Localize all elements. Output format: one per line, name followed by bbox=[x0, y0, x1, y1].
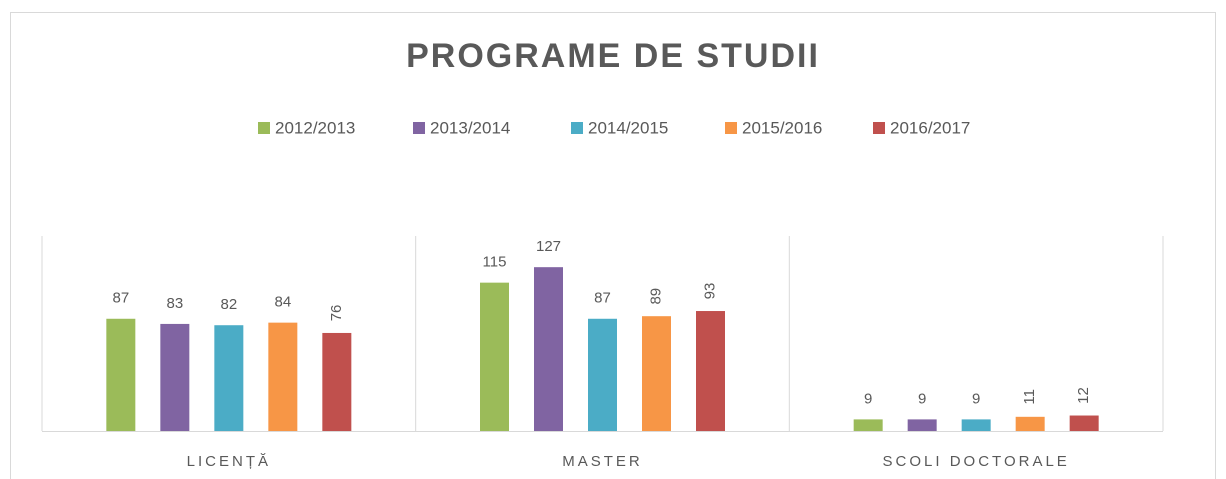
data-label: 87 bbox=[594, 290, 611, 307]
bar bbox=[480, 282, 509, 431]
data-label: 9 bbox=[972, 390, 980, 407]
data-label: 12 bbox=[1075, 387, 1092, 404]
data-label: 89 bbox=[647, 288, 664, 305]
legend-label: 2015/2016 bbox=[742, 118, 822, 137]
data-label: 82 bbox=[220, 296, 237, 313]
legend-swatch bbox=[413, 122, 425, 134]
bar bbox=[160, 323, 190, 431]
data-label: 11 bbox=[1021, 389, 1038, 405]
legend-swatch bbox=[571, 122, 583, 134]
legend-label: 2012/2013 bbox=[275, 118, 355, 137]
bar bbox=[642, 316, 671, 431]
legend-swatch bbox=[725, 122, 737, 134]
chart-title: PROGRAME DE STUDII bbox=[406, 37, 820, 75]
x-tick-label: MASTER bbox=[562, 453, 643, 470]
legend-swatch bbox=[873, 122, 885, 134]
data-label: 87 bbox=[112, 290, 129, 307]
legend-label: 2014/2015 bbox=[588, 118, 668, 137]
data-label: 115 bbox=[483, 254, 507, 271]
data-label: 93 bbox=[701, 283, 718, 300]
bar bbox=[106, 318, 136, 431]
legend-swatch bbox=[258, 122, 270, 134]
legend-label: 2013/2014 bbox=[430, 118, 510, 137]
bar bbox=[1069, 415, 1099, 431]
data-label: 127 bbox=[536, 238, 561, 255]
x-tick-label: SCOLI DOCTORALE bbox=[883, 453, 1070, 470]
legend-label: 2016/2017 bbox=[890, 118, 970, 137]
bar bbox=[907, 419, 937, 431]
bar bbox=[588, 318, 617, 431]
bar bbox=[961, 419, 991, 431]
bar bbox=[322, 332, 352, 431]
bar bbox=[214, 325, 244, 431]
bar bbox=[268, 322, 298, 431]
bar bbox=[853, 419, 883, 431]
data-label: 83 bbox=[166, 295, 183, 312]
data-label: 84 bbox=[274, 294, 291, 311]
data-label: 76 bbox=[328, 305, 345, 322]
data-label: 9 bbox=[918, 390, 926, 407]
x-tick-label: LICENȚĂ bbox=[187, 453, 271, 470]
data-label: 9 bbox=[864, 390, 872, 407]
bar bbox=[534, 267, 563, 431]
bar bbox=[696, 311, 725, 431]
bar bbox=[1015, 416, 1045, 431]
